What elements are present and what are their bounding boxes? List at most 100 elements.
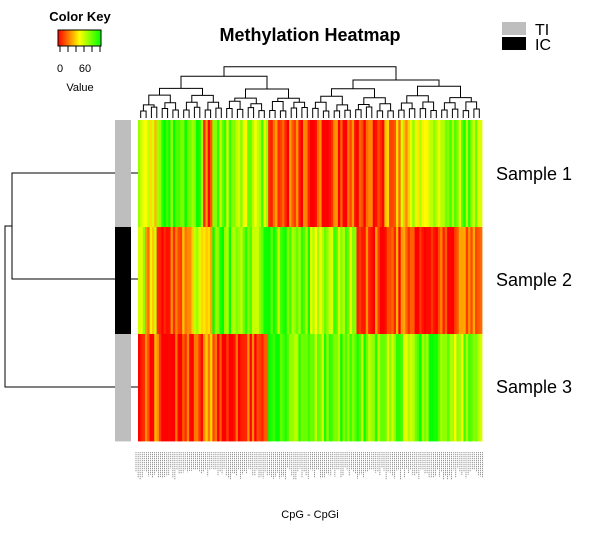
heatmap-cell [468, 334, 471, 442]
heatmap-cell [179, 120, 183, 228]
heatmap-cell [391, 227, 395, 335]
heatmap-cell [214, 334, 218, 442]
heatmap-cell [305, 120, 309, 228]
color-key-tick-max: 60 [79, 63, 91, 75]
heatmap-cell [244, 227, 248, 335]
row-side-colors [115, 120, 131, 442]
heatmap-cell [326, 334, 329, 442]
heatmap-cell [372, 227, 376, 335]
legend-label-ic: IC [535, 37, 551, 54]
heatmap-cell [189, 334, 192, 442]
dendrogram-branch [159, 87, 203, 96]
heatmap-cell [177, 120, 181, 228]
heatmap-cell [212, 227, 216, 335]
heatmap-cell [182, 334, 185, 442]
heatmap-cell [289, 120, 292, 228]
heatmap-cell [261, 227, 264, 335]
heatmap-cell [156, 120, 160, 228]
heatmap-cell [316, 120, 320, 228]
legend-label-ti: TI [535, 22, 549, 39]
dendrogram-branch [161, 108, 169, 118]
heatmap-cell [437, 334, 441, 442]
heatmap-cell [354, 334, 357, 442]
heatmap-cell [144, 334, 148, 442]
heatmap-cell [279, 334, 283, 442]
heatmap-cell [270, 227, 274, 335]
heatmap-cell [463, 227, 467, 335]
heatmap-cell [440, 334, 443, 442]
heatmap-cell [398, 120, 402, 228]
heatmap-cell [200, 334, 204, 442]
heatmap-cell [421, 227, 425, 335]
heatmap-cell [226, 334, 230, 442]
heatmap-cell [263, 120, 267, 228]
heatmap-cell [430, 334, 434, 442]
dendrogram-branch [314, 101, 327, 111]
heatmap-cell [203, 227, 206, 335]
heatmap-cell [219, 334, 223, 442]
heatmap-cell [182, 227, 185, 335]
heatmap-cell [221, 334, 225, 442]
heatmap-cell [379, 227, 383, 335]
heatmap-cell [461, 227, 464, 335]
heatmap-cell [344, 120, 348, 228]
group-legend: TI IC [502, 22, 551, 54]
heatmap-cell [316, 334, 320, 442]
heatmap-cell [147, 120, 151, 228]
heatmap-cell [365, 120, 369, 228]
heatmap-cell [279, 120, 283, 228]
heatmap-cell [386, 334, 390, 442]
heatmap-cell [289, 334, 292, 442]
heatmap-cell [365, 227, 369, 335]
heatmap-cell [396, 227, 399, 335]
heatmap-cell [268, 120, 271, 228]
heatmap-cell [189, 227, 192, 335]
heatmap-cell [242, 120, 246, 228]
row-label-sample-2: Sample 2 [496, 270, 572, 290]
heatmap-cell [307, 334, 311, 442]
row-label-sample-3: Sample 3 [496, 377, 572, 397]
heatmap-cell [244, 120, 248, 228]
heatmap-cell [372, 334, 376, 442]
heatmap-cell [265, 120, 269, 228]
heatmap-cell [358, 120, 362, 228]
heatmap-cell [200, 227, 204, 335]
heatmap-cell [217, 227, 220, 335]
dendrogram-branch [180, 75, 268, 89]
heatmap-cell [354, 120, 357, 228]
dendrogram-branch [333, 110, 341, 118]
heatmap-cell [412, 120, 415, 228]
heatmap-cell [333, 227, 336, 335]
heatmap-cell [291, 227, 295, 335]
heatmap-cell [203, 334, 206, 442]
heatmap-cell [268, 334, 271, 442]
heatmap-cell [235, 120, 239, 228]
heatmap-cell [384, 227, 388, 335]
heatmap-cell [154, 120, 157, 228]
heatmap-cell [435, 334, 439, 442]
heatmap-cell [468, 120, 471, 228]
heatmap-cell [210, 120, 213, 228]
dendrogram-branch [365, 106, 373, 118]
dendrogram-branch [215, 107, 222, 118]
heatmap-cell [191, 227, 195, 335]
heatmap-cell [358, 227, 362, 335]
heatmap-cell [230, 334, 234, 442]
dendrogram-branch [387, 110, 394, 118]
heatmap-cell [321, 334, 325, 442]
dendrogram-branch [150, 106, 158, 118]
heatmap-cell [319, 227, 323, 335]
heatmap-cell [368, 120, 371, 228]
heatmap-cell [247, 334, 250, 442]
heatmap-cell [240, 334, 243, 442]
heatmap-cell [284, 227, 288, 335]
heatmap-cell [423, 120, 427, 228]
heatmap-cell [158, 120, 162, 228]
heatmap-cell [349, 120, 353, 228]
heatmap-cell [391, 334, 395, 442]
heatmap-cell [163, 334, 167, 442]
heatmap-cell [426, 120, 429, 228]
heatmap-cell [326, 227, 329, 335]
heatmap-cell [440, 227, 443, 335]
